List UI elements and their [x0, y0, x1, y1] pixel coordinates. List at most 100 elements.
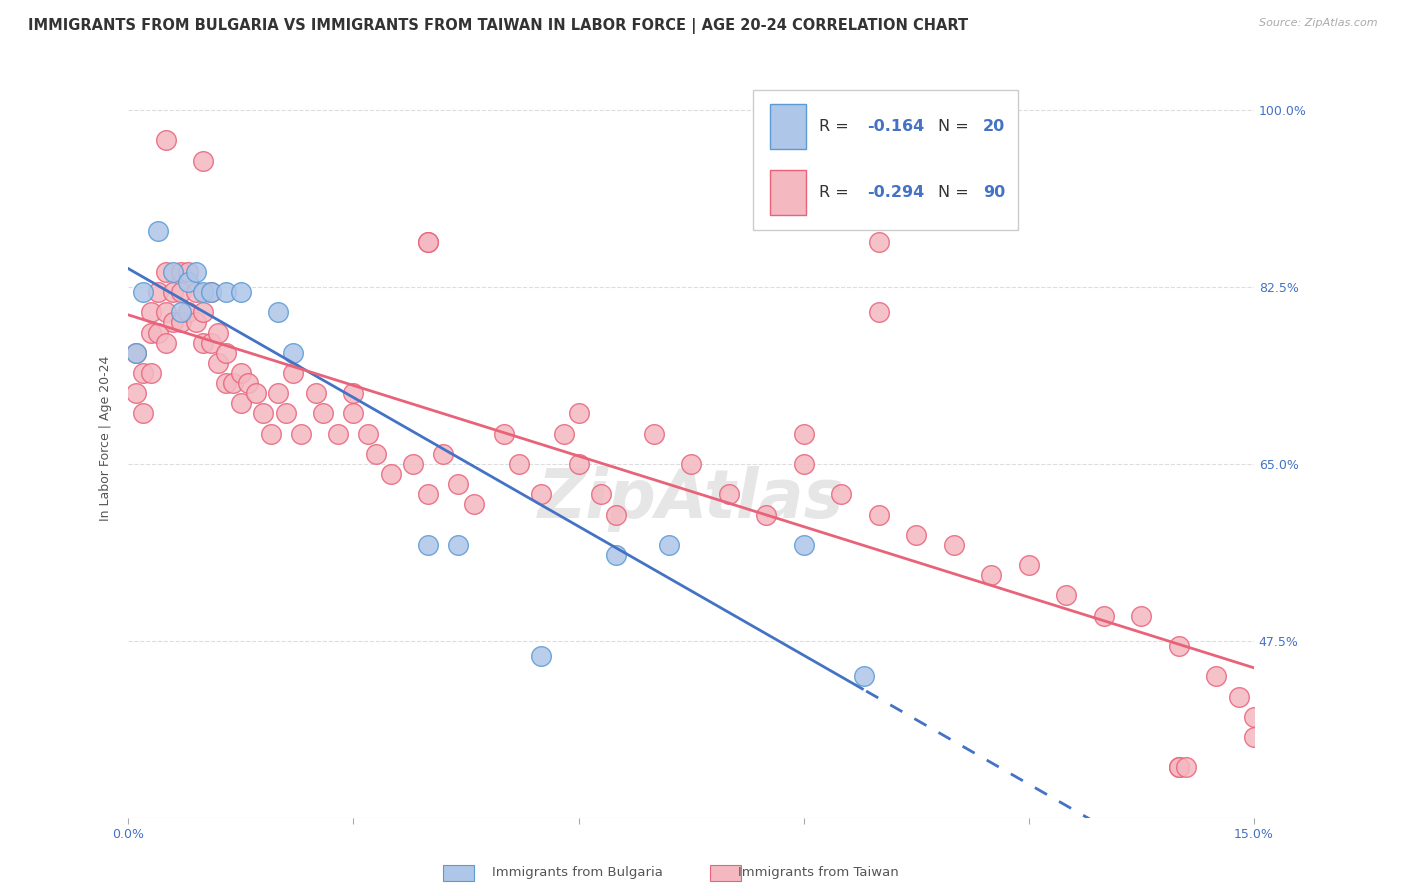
Point: [177, 265, 200, 279]
Point: [1243, 730, 1265, 744]
Point: [170, 316, 193, 330]
Point: [252, 407, 274, 421]
Point: [1243, 710, 1265, 724]
Point: [905, 528, 928, 542]
Point: [658, 538, 681, 552]
Point: [402, 457, 425, 471]
Point: [793, 426, 815, 441]
Point: [283, 366, 305, 380]
Point: [1167, 760, 1189, 774]
Text: Immigrants from Bulgaria: Immigrants from Bulgaria: [492, 866, 664, 879]
Point: [942, 538, 965, 552]
Point: [342, 407, 364, 421]
Point: [1092, 608, 1115, 623]
Point: [492, 426, 515, 441]
Bar: [770, 169, 806, 215]
Point: [132, 407, 155, 421]
Text: IMMIGRANTS FROM BULGARIA VS IMMIGRANTS FROM TAIWAN IN LABOR FORCE | AGE 20-24 CO: IMMIGRANTS FROM BULGARIA VS IMMIGRANTS F…: [28, 18, 969, 34]
Text: Source: ZipAtlas.com: Source: ZipAtlas.com: [1260, 18, 1378, 28]
Point: [200, 335, 222, 350]
Point: [553, 426, 575, 441]
Point: [155, 335, 177, 350]
Point: [139, 305, 162, 319]
Point: [132, 366, 155, 380]
Point: [125, 346, 148, 360]
Point: [267, 305, 290, 319]
Point: [162, 316, 184, 330]
Point: [1054, 589, 1077, 603]
Point: [418, 235, 440, 249]
Point: [591, 487, 613, 501]
Point: [418, 235, 440, 249]
Point: [868, 235, 890, 249]
Text: -0.294: -0.294: [866, 185, 924, 200]
Text: R =: R =: [820, 185, 855, 200]
Point: [229, 396, 252, 410]
Point: [605, 508, 627, 522]
Point: [1167, 639, 1189, 653]
Point: [1175, 760, 1198, 774]
Point: [170, 305, 193, 319]
Point: [530, 487, 553, 501]
Point: [193, 305, 215, 319]
Text: R =: R =: [820, 119, 855, 134]
Point: [868, 508, 890, 522]
Point: [162, 285, 184, 300]
Point: [793, 457, 815, 471]
Point: [418, 538, 440, 552]
Point: [184, 265, 207, 279]
Point: [357, 426, 380, 441]
Bar: [770, 103, 806, 149]
Point: [312, 407, 335, 421]
Point: [229, 285, 252, 300]
Point: [1227, 690, 1250, 704]
Point: [432, 447, 454, 461]
Text: 20: 20: [983, 119, 1005, 134]
Point: [290, 426, 312, 441]
Point: [177, 275, 200, 289]
Point: [267, 386, 290, 401]
Point: [148, 225, 170, 239]
Point: [148, 285, 170, 300]
Text: N =: N =: [938, 185, 973, 200]
Point: [139, 326, 162, 340]
Point: [717, 487, 740, 501]
Point: [260, 426, 283, 441]
Point: [793, 538, 815, 552]
Point: [222, 376, 245, 391]
Point: [530, 649, 553, 664]
Point: [215, 346, 238, 360]
Point: [380, 467, 402, 482]
Point: [207, 326, 229, 340]
Point: [447, 538, 470, 552]
Point: [463, 498, 485, 512]
Point: [207, 356, 229, 370]
Y-axis label: In Labor Force | Age 20-24: In Labor Force | Age 20-24: [100, 356, 112, 522]
Point: [193, 285, 215, 300]
Point: [980, 568, 1002, 582]
Point: [342, 386, 364, 401]
Point: [605, 548, 627, 562]
Point: [170, 285, 193, 300]
Point: [1018, 558, 1040, 573]
Point: [184, 316, 207, 330]
Point: [229, 366, 252, 380]
Point: [418, 487, 440, 501]
Point: [215, 376, 238, 391]
Text: Immigrants from Taiwan: Immigrants from Taiwan: [738, 866, 898, 879]
Point: [567, 457, 589, 471]
Point: [681, 457, 703, 471]
Point: [162, 265, 184, 279]
Point: [200, 285, 222, 300]
Point: [274, 407, 297, 421]
Point: [1205, 669, 1227, 683]
Point: [852, 669, 875, 683]
Point: [139, 366, 162, 380]
Point: [155, 265, 177, 279]
Point: [1167, 760, 1189, 774]
Text: N =: N =: [938, 119, 973, 134]
Point: [184, 285, 207, 300]
Text: ZipAtlas: ZipAtlas: [538, 467, 844, 533]
Point: [155, 305, 177, 319]
Point: [193, 335, 215, 350]
